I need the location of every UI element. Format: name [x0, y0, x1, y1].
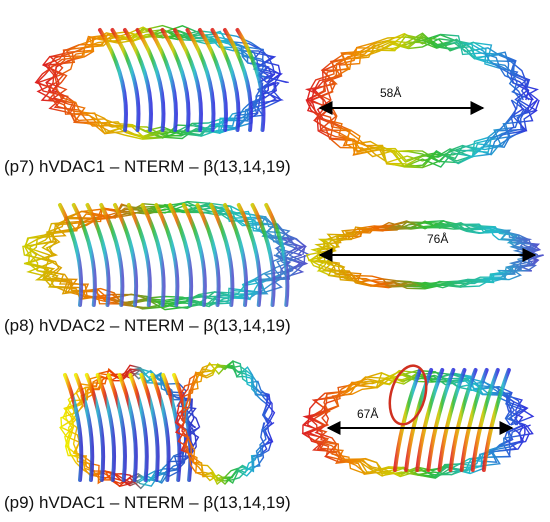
beta-strand: [173, 28, 203, 132]
beta-strand: [459, 368, 489, 472]
beta-strand: [168, 203, 194, 307]
beta-strand: [113, 203, 139, 307]
panel-label: (p8) hVDAC2 – NTERM – β(13,14,19): [4, 316, 291, 335]
panel-label: (p7) hVDAC1 – NTERM – β(13,14,19): [4, 157, 291, 176]
beta-strand: [264, 203, 290, 307]
beta-strand: [148, 28, 178, 132]
beta-strand: [123, 28, 153, 132]
beta-strand: [481, 368, 511, 472]
ribbon: [306, 36, 529, 168]
ribbon: [22, 200, 304, 304]
beta-strand: [85, 203, 111, 307]
beta-strand: [426, 368, 456, 472]
beta-strand: [135, 28, 166, 132]
measurement: 67Å: [357, 406, 378, 421]
beta-strand: [223, 203, 249, 307]
beta-strand: [198, 28, 228, 132]
ribbon: [51, 26, 276, 138]
beta-strand: [117, 373, 138, 482]
measurement: 76Å: [427, 231, 448, 246]
beta-strand: [437, 368, 467, 472]
beta-strand: [185, 28, 216, 132]
beta-strand: [210, 28, 241, 132]
beta-strand: [99, 203, 125, 307]
protein-structures: [22, 24, 545, 490]
beta-strand: [236, 203, 262, 307]
ribbon: [305, 38, 534, 163]
beta-strand: [235, 28, 266, 132]
ribbon: [302, 373, 525, 478]
beta-strand: [181, 203, 207, 307]
beta-strand: [209, 203, 235, 307]
beta-strand: [404, 368, 434, 472]
beta-strand: [84, 373, 106, 482]
panel-label: (p9) hVDAC1 – NTERM – β(13,14,19): [4, 493, 291, 512]
measurement: 58Å: [380, 85, 401, 100]
beta-strand: [415, 368, 445, 472]
beta-strand: [223, 28, 253, 132]
beta-strand: [63, 373, 84, 482]
beta-strand: [154, 203, 180, 307]
beta-strand: [95, 373, 117, 482]
ribbon: [65, 368, 201, 490]
ribbon: [307, 373, 531, 476]
beta-strand: [470, 368, 500, 472]
ribbon: [60, 369, 200, 484]
ribbon: [306, 34, 539, 163]
ribbon: [175, 360, 273, 482]
beta-strand: [106, 373, 127, 482]
beta-strand: [110, 28, 141, 132]
beta-strand: [250, 203, 276, 307]
beta-strand: [58, 203, 84, 307]
beta-strand: [448, 368, 478, 472]
beta-strand: [126, 203, 152, 307]
beta-strand: [393, 368, 422, 472]
ribbon: [41, 28, 283, 137]
beta-strand: [161, 373, 182, 482]
highlight-ellipse: [388, 364, 428, 426]
beta-strand: [71, 203, 97, 307]
beta-strand: [73, 373, 95, 482]
beta-strand: [128, 373, 149, 482]
beta-strand: [150, 373, 171, 482]
ribbon: [309, 35, 538, 169]
beta-strand: [139, 373, 160, 482]
beta-strand: [195, 203, 221, 307]
beta-strand: [172, 373, 193, 482]
beta-strand: [140, 203, 166, 307]
beta-strand: [98, 28, 128, 132]
ribbon: [304, 32, 538, 162]
beta-strand: [160, 28, 191, 132]
